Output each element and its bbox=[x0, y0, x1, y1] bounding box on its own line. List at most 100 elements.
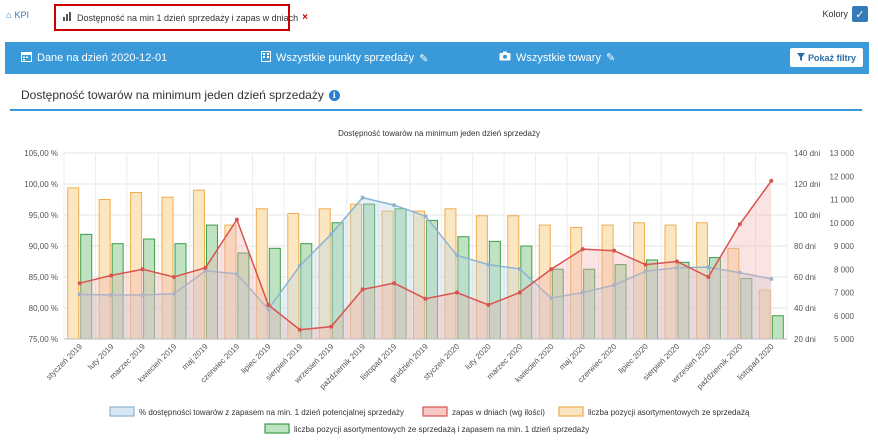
stock-days-series-point bbox=[140, 267, 145, 272]
chart-bars bbox=[67, 187, 784, 340]
availability-series-point bbox=[109, 292, 114, 297]
bar-chart-icon bbox=[63, 12, 73, 23]
legend-swatch bbox=[264, 423, 290, 434]
legend-label: % dostępności towarów z zapasem na min. … bbox=[139, 408, 404, 417]
stock-days-series-point bbox=[580, 247, 585, 252]
availability-series-point bbox=[737, 270, 742, 275]
stock-days-series-point bbox=[423, 296, 428, 301]
availability-series-point bbox=[234, 271, 239, 276]
chart-title: Dostępność towarów na minimum jeden dzie… bbox=[338, 129, 540, 138]
y-left-tick-label: 105,00 % bbox=[24, 149, 58, 158]
availability-series-point bbox=[297, 263, 302, 268]
stock-days-series-point bbox=[77, 281, 82, 286]
availability-series-point bbox=[643, 269, 648, 274]
goods-label: Wszystkie towary bbox=[516, 51, 601, 64]
y-right-days-tick-label: 40 dni bbox=[794, 304, 816, 313]
availability-series-point bbox=[77, 292, 82, 297]
stock-days-series-point bbox=[234, 217, 239, 222]
section-divider bbox=[10, 109, 862, 111]
building-icon bbox=[261, 51, 271, 65]
close-icon[interactable]: × bbox=[302, 12, 308, 23]
tab-label: Dostępność na min 1 dzień sprzedaży i za… bbox=[77, 12, 299, 23]
legend-swatch bbox=[558, 406, 584, 417]
availability-series-point bbox=[423, 214, 428, 219]
availability-series-fill bbox=[79, 197, 772, 339]
goods-filter[interactable]: Wszystkie towary ✎ bbox=[499, 51, 615, 64]
stock-days-series-point bbox=[549, 267, 554, 272]
stock-days-series-point bbox=[737, 222, 742, 227]
y-right-days-tick-label: 120 dni bbox=[794, 180, 820, 189]
y-left-tick-label: 80,00 % bbox=[29, 304, 58, 313]
camera-icon bbox=[499, 51, 511, 64]
availability-series-point bbox=[140, 292, 145, 297]
availability-series-point bbox=[392, 203, 397, 208]
availability-series-point bbox=[549, 296, 554, 301]
stock-days-series-point bbox=[612, 248, 617, 253]
legend-swatch bbox=[109, 406, 135, 417]
info-icon[interactable]: i bbox=[328, 89, 340, 101]
home-icon: ⌂ bbox=[6, 10, 12, 20]
y-right-days-tick-label: 20 dni bbox=[794, 335, 816, 344]
stock-days-series-point bbox=[643, 262, 648, 267]
checkmark-icon[interactable]: ✓ bbox=[852, 6, 868, 22]
chart-areas bbox=[77, 178, 774, 339]
x-tick-label: luty 2019 bbox=[86, 342, 116, 372]
show-filters-button[interactable]: Pokaż filtry bbox=[789, 48, 863, 67]
y-left-tick-label: 90,00 % bbox=[29, 242, 58, 251]
y-right-count-tick-label: 7 000 bbox=[834, 289, 855, 298]
y-right-count-tick-label: 8 000 bbox=[834, 265, 855, 274]
legend-swatch bbox=[422, 406, 448, 417]
y-right-days-tick-label: 80 dni bbox=[794, 242, 816, 251]
tab-availability-report[interactable]: Dostępność na min 1 dzień sprzedaży i za… bbox=[54, 4, 308, 31]
stock-days-series-point bbox=[329, 324, 334, 329]
y-right-count-tick-label: 5 000 bbox=[834, 335, 855, 344]
stock-days-series-point bbox=[454, 290, 459, 295]
stock-days-series-point bbox=[266, 302, 271, 307]
y-right-count-tick-label: 12 000 bbox=[830, 172, 855, 181]
stock-days-series-point bbox=[674, 259, 679, 264]
x-tick-label: luty 2020 bbox=[463, 342, 493, 372]
x-tick-label: lipiec 2019 bbox=[239, 342, 273, 376]
availability-series-point bbox=[769, 276, 774, 281]
y-right-count-tick-label: 10 000 bbox=[830, 219, 855, 228]
points-filter[interactable]: Wszystkie punkty sprzedaży ✎ bbox=[261, 51, 428, 65]
availability-series-point bbox=[203, 268, 208, 273]
edit-icon[interactable]: ✎ bbox=[419, 52, 429, 65]
stock-days-series-point bbox=[517, 290, 522, 295]
availability-series-point bbox=[580, 290, 585, 295]
y-right-count-tick-label: 9 000 bbox=[834, 242, 855, 251]
section-title-text: Dostępność towarów na minimum jeden dzie… bbox=[21, 88, 324, 102]
availability-series-point bbox=[329, 232, 334, 237]
stock-days-series-point bbox=[486, 302, 491, 307]
y-left-tick-label: 85,00 % bbox=[29, 273, 58, 282]
availability-series-point bbox=[706, 265, 711, 270]
availability-series-point bbox=[172, 291, 177, 296]
availability-series-point bbox=[486, 262, 491, 267]
y-right-count-tick-label: 6 000 bbox=[834, 312, 855, 321]
bar-assortment bbox=[67, 187, 80, 340]
colors-toggle[interactable]: Kolory ✓ bbox=[822, 6, 868, 22]
stock-days-series-point bbox=[172, 275, 177, 279]
kpi-home-link[interactable]: ⌂ KPI bbox=[6, 10, 29, 20]
filter-icon bbox=[796, 52, 805, 63]
availability-chart: Dostępność towarów na minimum jeden dzie… bbox=[24, 129, 855, 434]
date-filter[interactable]: Dane na dzień 2020-12-01 bbox=[21, 51, 167, 65]
legend-label: liczba pozycji asortymentowych ze sprzed… bbox=[294, 425, 589, 434]
availability-series-point bbox=[266, 307, 271, 312]
stock-days-series-point bbox=[392, 281, 397, 286]
filter-bar: Dane na dzień 2020-12-01 Wszystkie punkt… bbox=[5, 42, 869, 74]
chart-legend: % dostępności towarów z zapasem na min. … bbox=[109, 406, 750, 434]
legend-label: liczba pozycji asortymentowych ze sprzed… bbox=[588, 408, 750, 417]
y-left-tick-label: 95,00 % bbox=[29, 211, 58, 220]
kpi-label: KPI bbox=[14, 10, 29, 20]
y-left-tick-label: 100,00 % bbox=[24, 180, 58, 189]
y-right-days-tick-label: 60 dni bbox=[794, 273, 816, 282]
edit-icon[interactable]: ✎ bbox=[605, 52, 616, 64]
x-tick-label: maj 2020 bbox=[557, 342, 587, 372]
availability-series-point bbox=[674, 265, 679, 270]
legend-label: zapas w dniach (wg ilości) bbox=[452, 408, 545, 417]
x-tick-label: lipiec 2020 bbox=[617, 342, 651, 376]
top-bar: ⌂ KPI Dostępność na min 1 dzień sprzedaż… bbox=[0, 0, 878, 36]
points-label: Wszystkie punkty sprzedaży bbox=[276, 52, 415, 64]
calendar-icon bbox=[21, 51, 32, 65]
